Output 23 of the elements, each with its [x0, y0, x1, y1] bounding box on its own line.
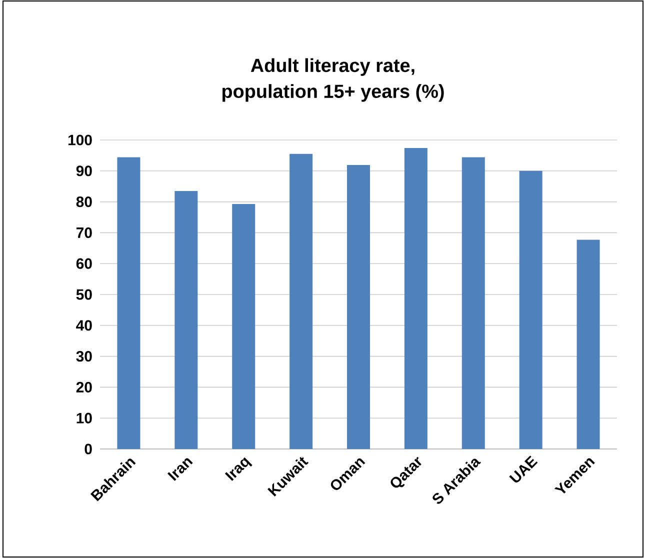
y-tick-label: 0 — [84, 444, 92, 454]
y-tick-label: 10 — [76, 412, 92, 424]
bar — [404, 148, 428, 449]
bar — [576, 240, 600, 449]
bar — [462, 157, 485, 449]
chart-title: Adult literacy rate, population 15+ years (%) — [222, 58, 444, 102]
bar — [232, 204, 256, 449]
y-tick-label: 60 — [76, 258, 92, 269]
bar — [117, 157, 140, 449]
x-tick-label: Iran — [167, 458, 193, 481]
y-tick-label: 70 — [76, 227, 92, 238]
y-tick-label: 20 — [76, 382, 92, 392]
bar — [174, 190, 198, 449]
bar — [519, 170, 542, 449]
bar — [290, 154, 313, 449]
y-tick-label: 40 — [76, 320, 92, 331]
y-tick-label: 80 — [76, 196, 92, 208]
x-tick-label: Iraq — [224, 457, 252, 481]
y-tick-label: 50 — [76, 289, 92, 300]
bar — [346, 165, 370, 449]
y-tick-label: 30 — [76, 350, 92, 362]
y-tick-label: 100 — [68, 134, 92, 146]
y-tick-label: 90 — [76, 166, 92, 176]
